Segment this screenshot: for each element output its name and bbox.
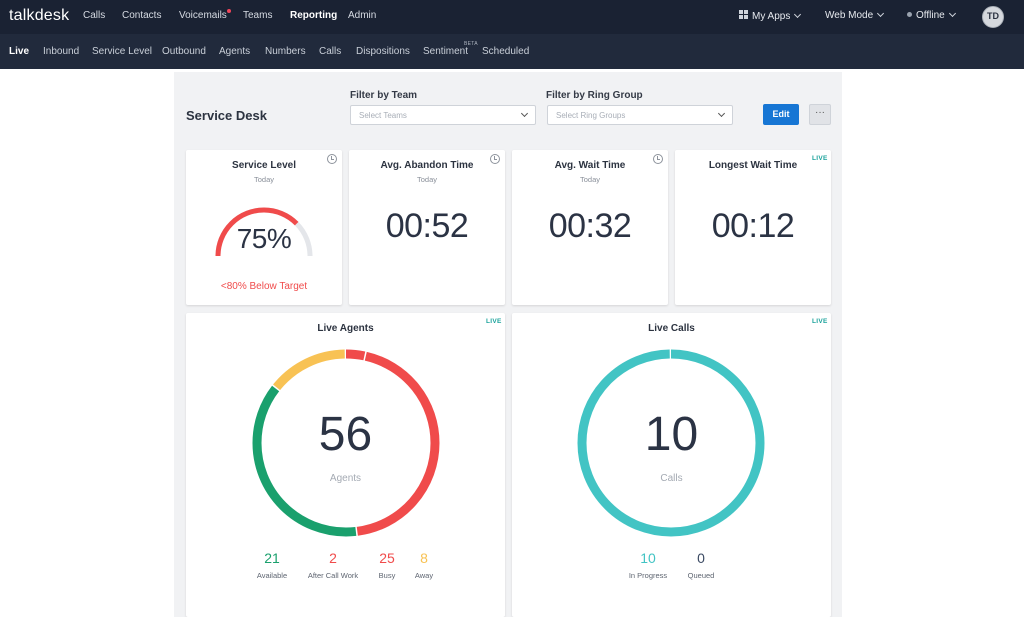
nav-admin[interactable]: Admin	[348, 10, 377, 21]
nav-teams[interactable]: Teams	[243, 10, 273, 21]
tab-outbound[interactable]: Outbound	[162, 46, 206, 57]
card-title: Live Agents	[317, 323, 374, 334]
chevron-down-icon	[520, 109, 529, 118]
available-label: Available	[256, 571, 288, 580]
live-agents-total: 56	[318, 408, 373, 461]
avg-abandon-time-card: Avg. Abandon Time Today 00:52	[349, 150, 505, 305]
ring-segment-busy	[252, 349, 440, 537]
available-count: 21	[264, 550, 280, 566]
my-apps-label: My Apps	[752, 11, 791, 22]
queued-count: 0	[697, 550, 705, 566]
edit-button[interactable]: Edit	[763, 104, 799, 125]
avatar[interactable]: TD	[982, 6, 1004, 28]
away-count: 8	[420, 550, 428, 566]
nav-contacts[interactable]: Contacts	[122, 10, 162, 21]
page-title: Service Desk	[186, 108, 267, 123]
gauge-fill	[215, 207, 313, 257]
card-title: Avg. Wait Time	[554, 160, 626, 171]
card-title: Longest Wait Time	[708, 160, 798, 171]
ring-segment-available	[252, 349, 440, 537]
talkdesk-logo[interactable]: talkdesk	[9, 7, 70, 24]
ring-segment-after-call-work	[252, 349, 440, 537]
status-label: Offline	[916, 10, 945, 21]
ring-group-filter-label: Filter by Ring Group	[546, 90, 643, 101]
tab-scheduled[interactable]: Scheduled	[482, 46, 530, 57]
ring-group-select[interactable]: Select Ring Groups	[547, 105, 733, 125]
busy-label: Busy	[378, 571, 396, 580]
tab-sentiment[interactable]: Sentiment	[423, 46, 469, 57]
in-progress-count: 10	[640, 550, 656, 566]
tab-inbound[interactable]: Inbound	[43, 46, 80, 57]
live-calls-total: 10	[644, 408, 699, 461]
clock-icon	[490, 154, 500, 164]
longest-wait-time-card: Longest Wait Time LIVE 00:12	[675, 150, 831, 305]
clock-icon	[653, 154, 663, 164]
top-nav: talkdesk Calls Contacts Voicemails Teams…	[0, 0, 1024, 34]
live-agents-unit: Agents	[329, 473, 362, 484]
card-subtitle: Today	[253, 175, 274, 184]
tab-agents[interactable]: Agents	[219, 46, 251, 57]
team-select[interactable]: Select Teams	[350, 105, 536, 125]
chevron-down-icon	[794, 10, 802, 19]
live-badge: LIVE	[812, 318, 828, 325]
live-calls-donut	[577, 349, 765, 537]
ring-group-select-placeholder: Select Ring Groups	[556, 111, 626, 120]
chevron-down-icon	[717, 109, 726, 118]
live-badge: LIVE	[486, 318, 502, 325]
avg-wait-time-value: 00:32	[548, 207, 632, 245]
away-label: Away	[414, 571, 434, 580]
team-select-placeholder: Select Teams	[359, 111, 407, 120]
queued-label: Queued	[687, 571, 715, 580]
after-call-work-label: After Call Work	[307, 571, 359, 580]
more-options-button[interactable]: ···	[809, 104, 831, 125]
beta-badge: BETA	[464, 41, 478, 47]
card-subtitle: Today	[416, 175, 437, 184]
longest-wait-time-value: 00:12	[711, 207, 795, 245]
below-target-note: <80% Below Target	[220, 281, 308, 292]
card-title: Service Level	[232, 160, 296, 171]
ring-segment-in-progress	[577, 349, 765, 537]
tab-numbers[interactable]: Numbers	[265, 46, 306, 57]
chevron-down-icon	[948, 9, 956, 18]
nav-reporting[interactable]: Reporting	[290, 10, 338, 21]
live-agents-card: Live Agents LIVE 56 Agents 21 Available …	[186, 313, 505, 617]
tab-live[interactable]: Live	[9, 46, 30, 57]
tab-service-level[interactable]: Service Level	[92, 46, 153, 57]
tab-calls[interactable]: Calls	[319, 46, 342, 57]
in-progress-label: In Progress	[628, 571, 668, 580]
nav-calls[interactable]: Calls	[83, 10, 106, 21]
chevron-down-icon	[877, 9, 885, 18]
service-level-card: Service Level Today 75% <80% Below Targe…	[186, 150, 342, 305]
my-apps-menu[interactable]: My Apps	[739, 10, 802, 22]
web-mode-label: Web Mode	[825, 10, 874, 21]
service-level-value: 75%	[236, 223, 292, 254]
web-mode-menu[interactable]: Web Mode	[825, 9, 885, 21]
clock-icon	[327, 154, 337, 164]
status-menu[interactable]: Offline	[907, 9, 956, 21]
service-level-gauge	[215, 207, 313, 257]
tab-dispositions[interactable]: Dispositions	[356, 46, 410, 57]
avg-abandon-time-value: 00:52	[385, 207, 469, 245]
team-filter-label: Filter by Team	[350, 90, 418, 101]
card-title: Avg. Abandon Time	[380, 160, 474, 171]
avg-wait-time-card: Avg. Wait Time Today 00:32	[512, 150, 668, 305]
voicemail-notification-dot	[227, 9, 231, 13]
grid-icon	[739, 10, 749, 20]
status-dot-icon	[907, 12, 912, 17]
live-calls-unit: Calls	[660, 473, 683, 484]
card-subtitle: Today	[579, 175, 600, 184]
sub-nav: Live Inbound Service Level Outbound Agen…	[0, 34, 1024, 69]
live-calls-card: Live Calls LIVE 10 Calls 10 In Progress …	[512, 313, 831, 617]
card-title: Live Calls	[648, 323, 695, 334]
busy-count: 25	[379, 550, 395, 566]
nav-voicemails[interactable]: Voicemails	[179, 10, 227, 21]
after-call-work-count: 2	[329, 550, 337, 566]
live-agents-donut	[252, 349, 440, 537]
live-badge: LIVE	[812, 155, 828, 162]
